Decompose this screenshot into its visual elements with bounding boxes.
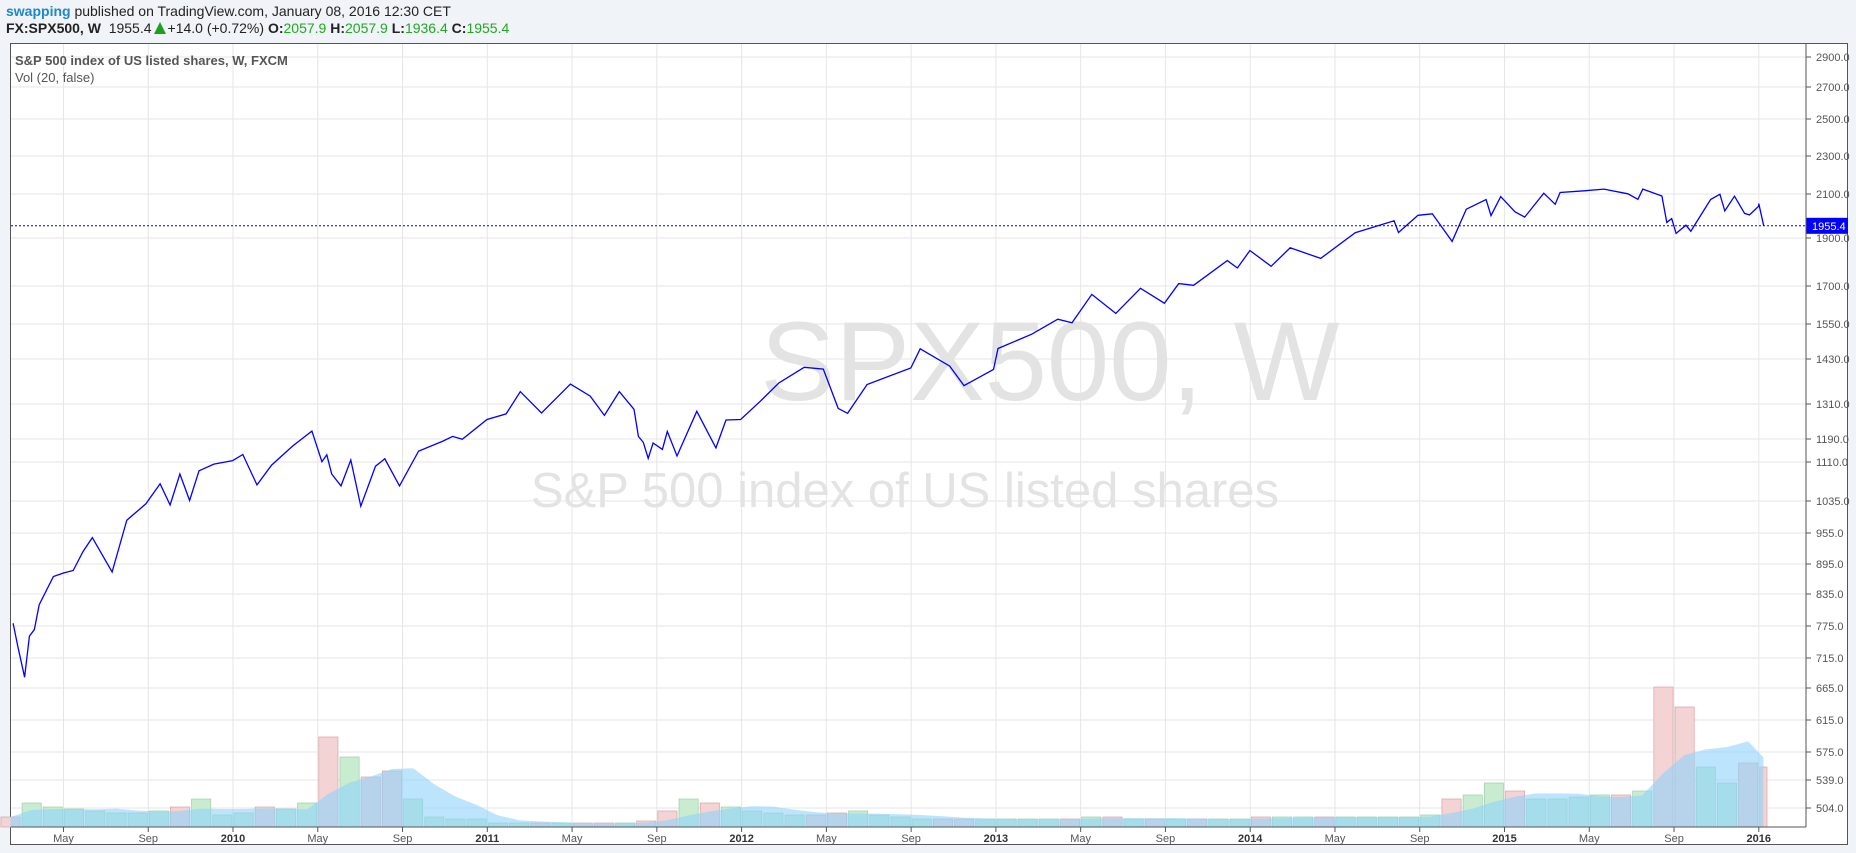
x-tick-label: Sep: [1664, 833, 1684, 845]
x-tick-label: May: [1070, 833, 1091, 845]
last-price-badge: [1806, 217, 1848, 234]
x-tick-label: 2015: [1492, 833, 1516, 845]
y-tick-label: 1900.0: [1816, 233, 1850, 245]
low-value: 1936.4: [404, 20, 448, 36]
x-tick-label: 2013: [984, 833, 1008, 845]
high-label: H:: [330, 20, 345, 36]
y-tick-label: 1310.0: [1816, 399, 1850, 411]
y-tick-label: 575.0: [1816, 747, 1844, 759]
last-price: 1955.4: [108, 20, 152, 36]
x-tick-label: Sep: [1410, 833, 1430, 845]
y-tick-label: 715.0: [1816, 653, 1844, 665]
close-label: C:: [451, 20, 467, 36]
last-price-label: 1955.4: [1812, 221, 1846, 233]
close-value: 1955.4: [466, 20, 510, 36]
quote-bar: FX:SPX500, W 1955.4 +14.0 (+0.72%) O:2057…: [6, 20, 509, 36]
price-change: +14.0 (+0.72%): [167, 20, 265, 36]
y-tick-label: 2300.0: [1816, 151, 1850, 163]
y-tick-label: 835.0: [1816, 589, 1844, 601]
x-tick-label: 2014: [1238, 833, 1263, 845]
open-value: 2057.9: [283, 20, 327, 36]
y-tick-label: 2900.0: [1816, 52, 1850, 64]
y-tick-label: 615.0: [1816, 715, 1844, 727]
y-tick-label: 1430.0: [1816, 354, 1850, 366]
y-tick-label: 1550.0: [1816, 319, 1850, 331]
y-tick-label: 2700.0: [1816, 82, 1850, 94]
x-tick-label: May: [562, 833, 583, 845]
x-tick-label: 2011: [475, 833, 499, 845]
x-tick-label: Sep: [138, 833, 158, 845]
author-link[interactable]: swapping: [6, 3, 71, 19]
y-tick-label: 1035.0: [1816, 496, 1850, 508]
volume-legend[interactable]: Vol (20, false): [15, 70, 95, 85]
y-tick-label: 665.0: [1816, 683, 1844, 695]
x-tick-label: May: [1325, 833, 1346, 845]
symbol: FX:SPX500, W: [6, 20, 101, 36]
x-tick-label: Sep: [647, 833, 667, 845]
axes: 2900.0 2700.0 2500.0 2300.0 2100.0 1900.0 1700…: [11, 44, 1850, 845]
x-tick-label: May: [307, 833, 328, 845]
y-tick-label: 539.0: [1816, 775, 1844, 787]
y-tick-label: 2100.0: [1816, 189, 1850, 201]
open-label: O:: [267, 20, 284, 36]
volume-pane: [0, 686, 1768, 828]
y-tick-label: 1190.0: [1816, 434, 1849, 446]
low-label: L:: [391, 20, 405, 36]
chart-legend-title[interactable]: S&P 500 index of US listed shares, W, FX…: [15, 53, 288, 68]
y-tick-label: 504.0: [1816, 803, 1844, 815]
y-tick-label: 1700.0: [1816, 281, 1850, 293]
publish-info: swapping published on TradingView.com, J…: [6, 3, 451, 19]
price-series: 1955.4: [11, 188, 1848, 678]
publish-text: published on TradingView.com, January 08…: [74, 3, 451, 19]
y-tick-label: 775.0: [1816, 621, 1844, 633]
y-tick-label: 2500.0: [1816, 114, 1850, 126]
high-value: 2057.9: [345, 20, 388, 36]
x-tick-label: 2010: [221, 833, 245, 845]
x-tick-label: May: [53, 833, 74, 845]
grid: [11, 44, 1806, 827]
y-tick-label: 1110.0: [1816, 457, 1848, 469]
y-tick-label: 895.0: [1816, 559, 1844, 571]
watermark-description: S&P 500 index of US listed shares: [531, 464, 1279, 518]
x-tick-label: Sep: [393, 833, 413, 845]
watermark-symbol: SPX500, W: [761, 299, 1340, 424]
y-tick-label: 955.0: [1816, 528, 1844, 540]
x-tick-label: 2012: [729, 833, 753, 845]
x-tick-label: 2016: [1747, 833, 1771, 845]
up-arrow-icon: [153, 22, 166, 34]
x-tick-label: May: [1579, 833, 1600, 845]
x-tick-label: May: [816, 833, 837, 845]
x-tick-label: Sep: [901, 833, 921, 845]
volume-ma-area: [10, 741, 1764, 827]
x-tick-label: Sep: [1156, 833, 1176, 845]
price-line: [12, 188, 1765, 678]
